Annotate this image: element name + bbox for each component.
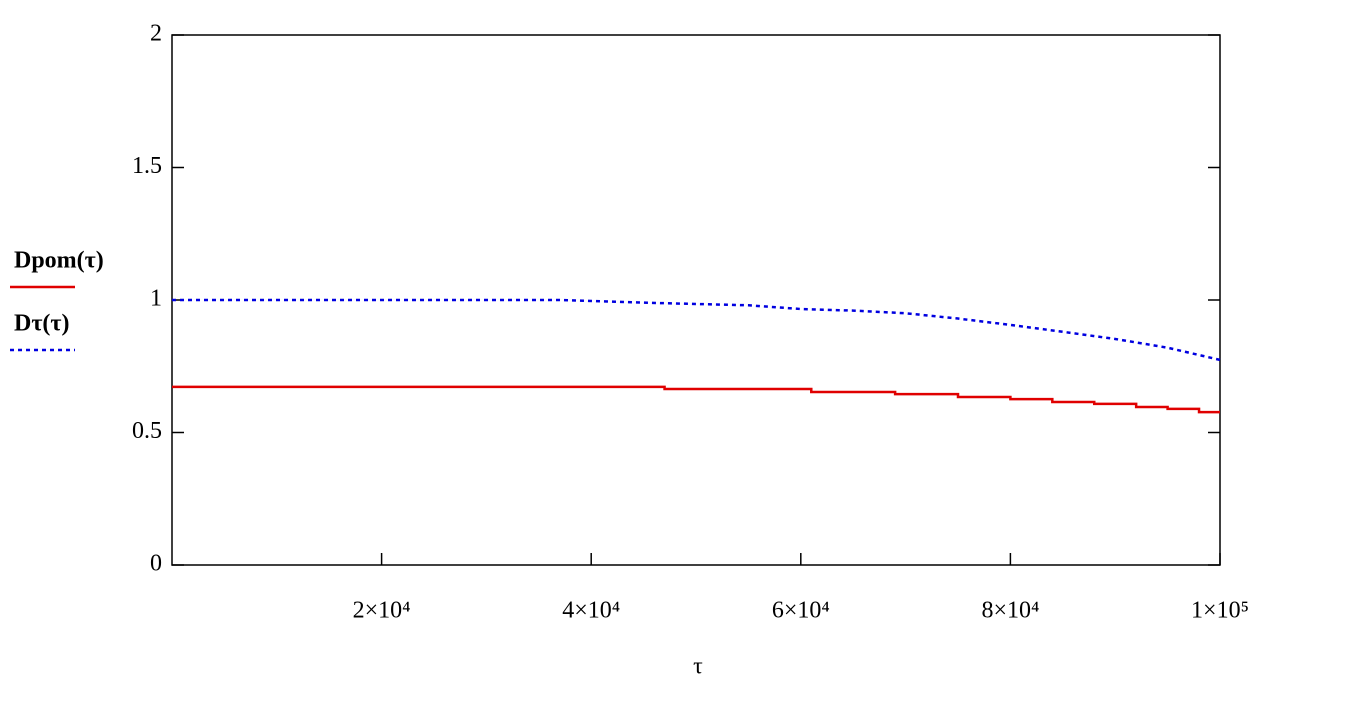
y-tick-label: 0: [150, 551, 162, 577]
data-line: [172, 385, 1220, 414]
y-tick-label: 1: [150, 286, 162, 312]
legend-label: Dpom(τ): [14, 248, 104, 274]
y-tick-label: 2: [150, 21, 162, 47]
y-tick-label: 1.5: [132, 153, 162, 179]
x-tick-label: 2×10⁴: [353, 598, 411, 624]
data-line: [172, 298, 1221, 362]
x-tick-label: 8×10⁴: [981, 598, 1039, 624]
plot-frame: [171, 34, 1221, 566]
y-tick-label: 0.5: [132, 418, 162, 444]
x-tick-label: 4×10⁴: [562, 598, 620, 624]
legend-label: Dτ(τ): [14, 311, 69, 337]
x-tick-label: 6×10⁴: [772, 598, 830, 624]
x-tick-label: 1×10⁵: [1191, 598, 1249, 624]
x-axis-label: τ: [693, 654, 703, 680]
